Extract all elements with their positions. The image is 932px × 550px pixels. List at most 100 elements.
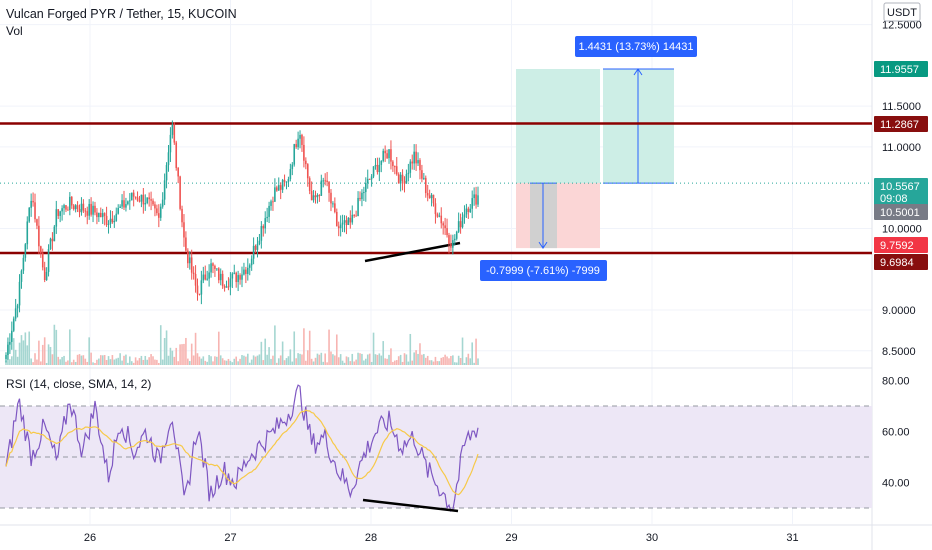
candle-body bbox=[388, 149, 390, 159]
volume-bar bbox=[306, 350, 309, 365]
candle-body bbox=[123, 200, 125, 208]
volume-bar bbox=[70, 362, 73, 365]
volume-bar bbox=[99, 355, 102, 365]
volume-bar bbox=[394, 360, 396, 365]
volume-bar bbox=[465, 357, 468, 365]
candle-body bbox=[326, 180, 328, 182]
volume-bar bbox=[357, 352, 359, 365]
candle-body bbox=[376, 164, 379, 173]
volume-bar bbox=[22, 340, 25, 365]
candle-body bbox=[473, 194, 475, 199]
volume-bar bbox=[154, 359, 156, 365]
candle-body bbox=[219, 273, 222, 281]
candle-body bbox=[357, 197, 359, 217]
volume-bar bbox=[262, 360, 265, 365]
volume-bar bbox=[343, 362, 346, 365]
volume-bar bbox=[285, 358, 288, 365]
volume-bar bbox=[227, 358, 230, 365]
volume-bar bbox=[38, 340, 40, 365]
volume-bar bbox=[299, 353, 301, 365]
candle-body bbox=[144, 202, 147, 205]
volume-bar bbox=[419, 343, 421, 365]
volume-bar bbox=[467, 353, 470, 365]
volume-bar bbox=[233, 358, 236, 365]
candle-body bbox=[407, 172, 410, 175]
candle-body bbox=[306, 164, 309, 179]
volume-bar bbox=[190, 343, 193, 365]
candle-body bbox=[146, 197, 149, 203]
price-tag-label: 10.5001 bbox=[880, 207, 920, 219]
candle-body bbox=[440, 215, 443, 224]
candle-body bbox=[419, 160, 421, 171]
candle-body bbox=[467, 208, 470, 212]
candle-body bbox=[353, 214, 355, 216]
candle-body bbox=[18, 281, 21, 306]
volume-bar bbox=[40, 361, 42, 365]
candle-body bbox=[26, 221, 29, 245]
volume-bar bbox=[330, 351, 332, 365]
candle-body bbox=[256, 243, 259, 250]
volume-bar bbox=[426, 355, 429, 365]
candle-body bbox=[303, 144, 305, 161]
volume-bar bbox=[279, 355, 282, 365]
candle-body bbox=[378, 164, 381, 173]
volume-bar bbox=[185, 337, 187, 365]
candle-body bbox=[310, 190, 313, 201]
price-tag-box bbox=[874, 116, 928, 132]
candle-body bbox=[366, 178, 369, 184]
candle-body bbox=[411, 161, 414, 164]
price-tick-label: 11.5000 bbox=[882, 101, 921, 113]
volume-bar bbox=[136, 360, 139, 365]
candle-body bbox=[154, 204, 156, 209]
candle-body bbox=[295, 144, 297, 148]
candle-body bbox=[202, 274, 205, 281]
volume-bar bbox=[217, 331, 220, 365]
volume-bar bbox=[440, 357, 443, 365]
loss-label-box bbox=[480, 260, 607, 281]
candle-body bbox=[409, 161, 412, 173]
volume-bar bbox=[72, 359, 75, 365]
candle-body bbox=[109, 218, 112, 224]
candle-body bbox=[113, 220, 116, 223]
candle-body bbox=[339, 224, 342, 229]
candle-body bbox=[241, 274, 243, 280]
volume-bar bbox=[457, 355, 460, 365]
volume-bar bbox=[171, 350, 174, 365]
candle-body bbox=[281, 179, 284, 190]
candle-body bbox=[223, 286, 226, 288]
candle-body bbox=[152, 200, 154, 205]
volume-bar bbox=[314, 357, 317, 365]
volume-bar bbox=[453, 362, 456, 365]
position-tool[interactable]: 1.4431 (13.73%) 14431 -0.7999 (-7.61%) -7… bbox=[480, 36, 697, 281]
volume-bar bbox=[399, 354, 402, 365]
horizontal-levels[interactable] bbox=[0, 122, 872, 263]
volume-bar bbox=[436, 361, 439, 365]
candle-body bbox=[181, 208, 183, 223]
candle-body bbox=[274, 187, 276, 202]
volume-bar bbox=[94, 362, 96, 365]
time-tick-label: 31 bbox=[786, 532, 798, 544]
candle-body bbox=[7, 344, 9, 355]
volume-bar bbox=[469, 358, 472, 365]
rsi-pane bbox=[0, 384, 872, 513]
volume-bar bbox=[115, 358, 118, 365]
volume-bar bbox=[432, 361, 435, 365]
volume-bar bbox=[225, 360, 228, 365]
candle-body bbox=[268, 205, 270, 217]
volume-bar bbox=[221, 358, 224, 365]
candle-body bbox=[212, 263, 214, 266]
candle-body bbox=[446, 228, 448, 236]
volume-bar bbox=[395, 360, 398, 365]
volume-bar bbox=[365, 358, 367, 365]
volume-bar bbox=[12, 338, 15, 365]
loss-label: -0.7999 (-7.61%) -7999 bbox=[486, 265, 600, 277]
price-trendline bbox=[364, 241, 461, 263]
candle-body bbox=[394, 166, 396, 168]
volume-bar bbox=[78, 354, 81, 365]
candle-body bbox=[287, 179, 290, 182]
candle-body bbox=[260, 226, 263, 241]
candle-body bbox=[101, 213, 104, 218]
candle-body bbox=[107, 223, 110, 225]
volume-bar bbox=[361, 353, 363, 365]
